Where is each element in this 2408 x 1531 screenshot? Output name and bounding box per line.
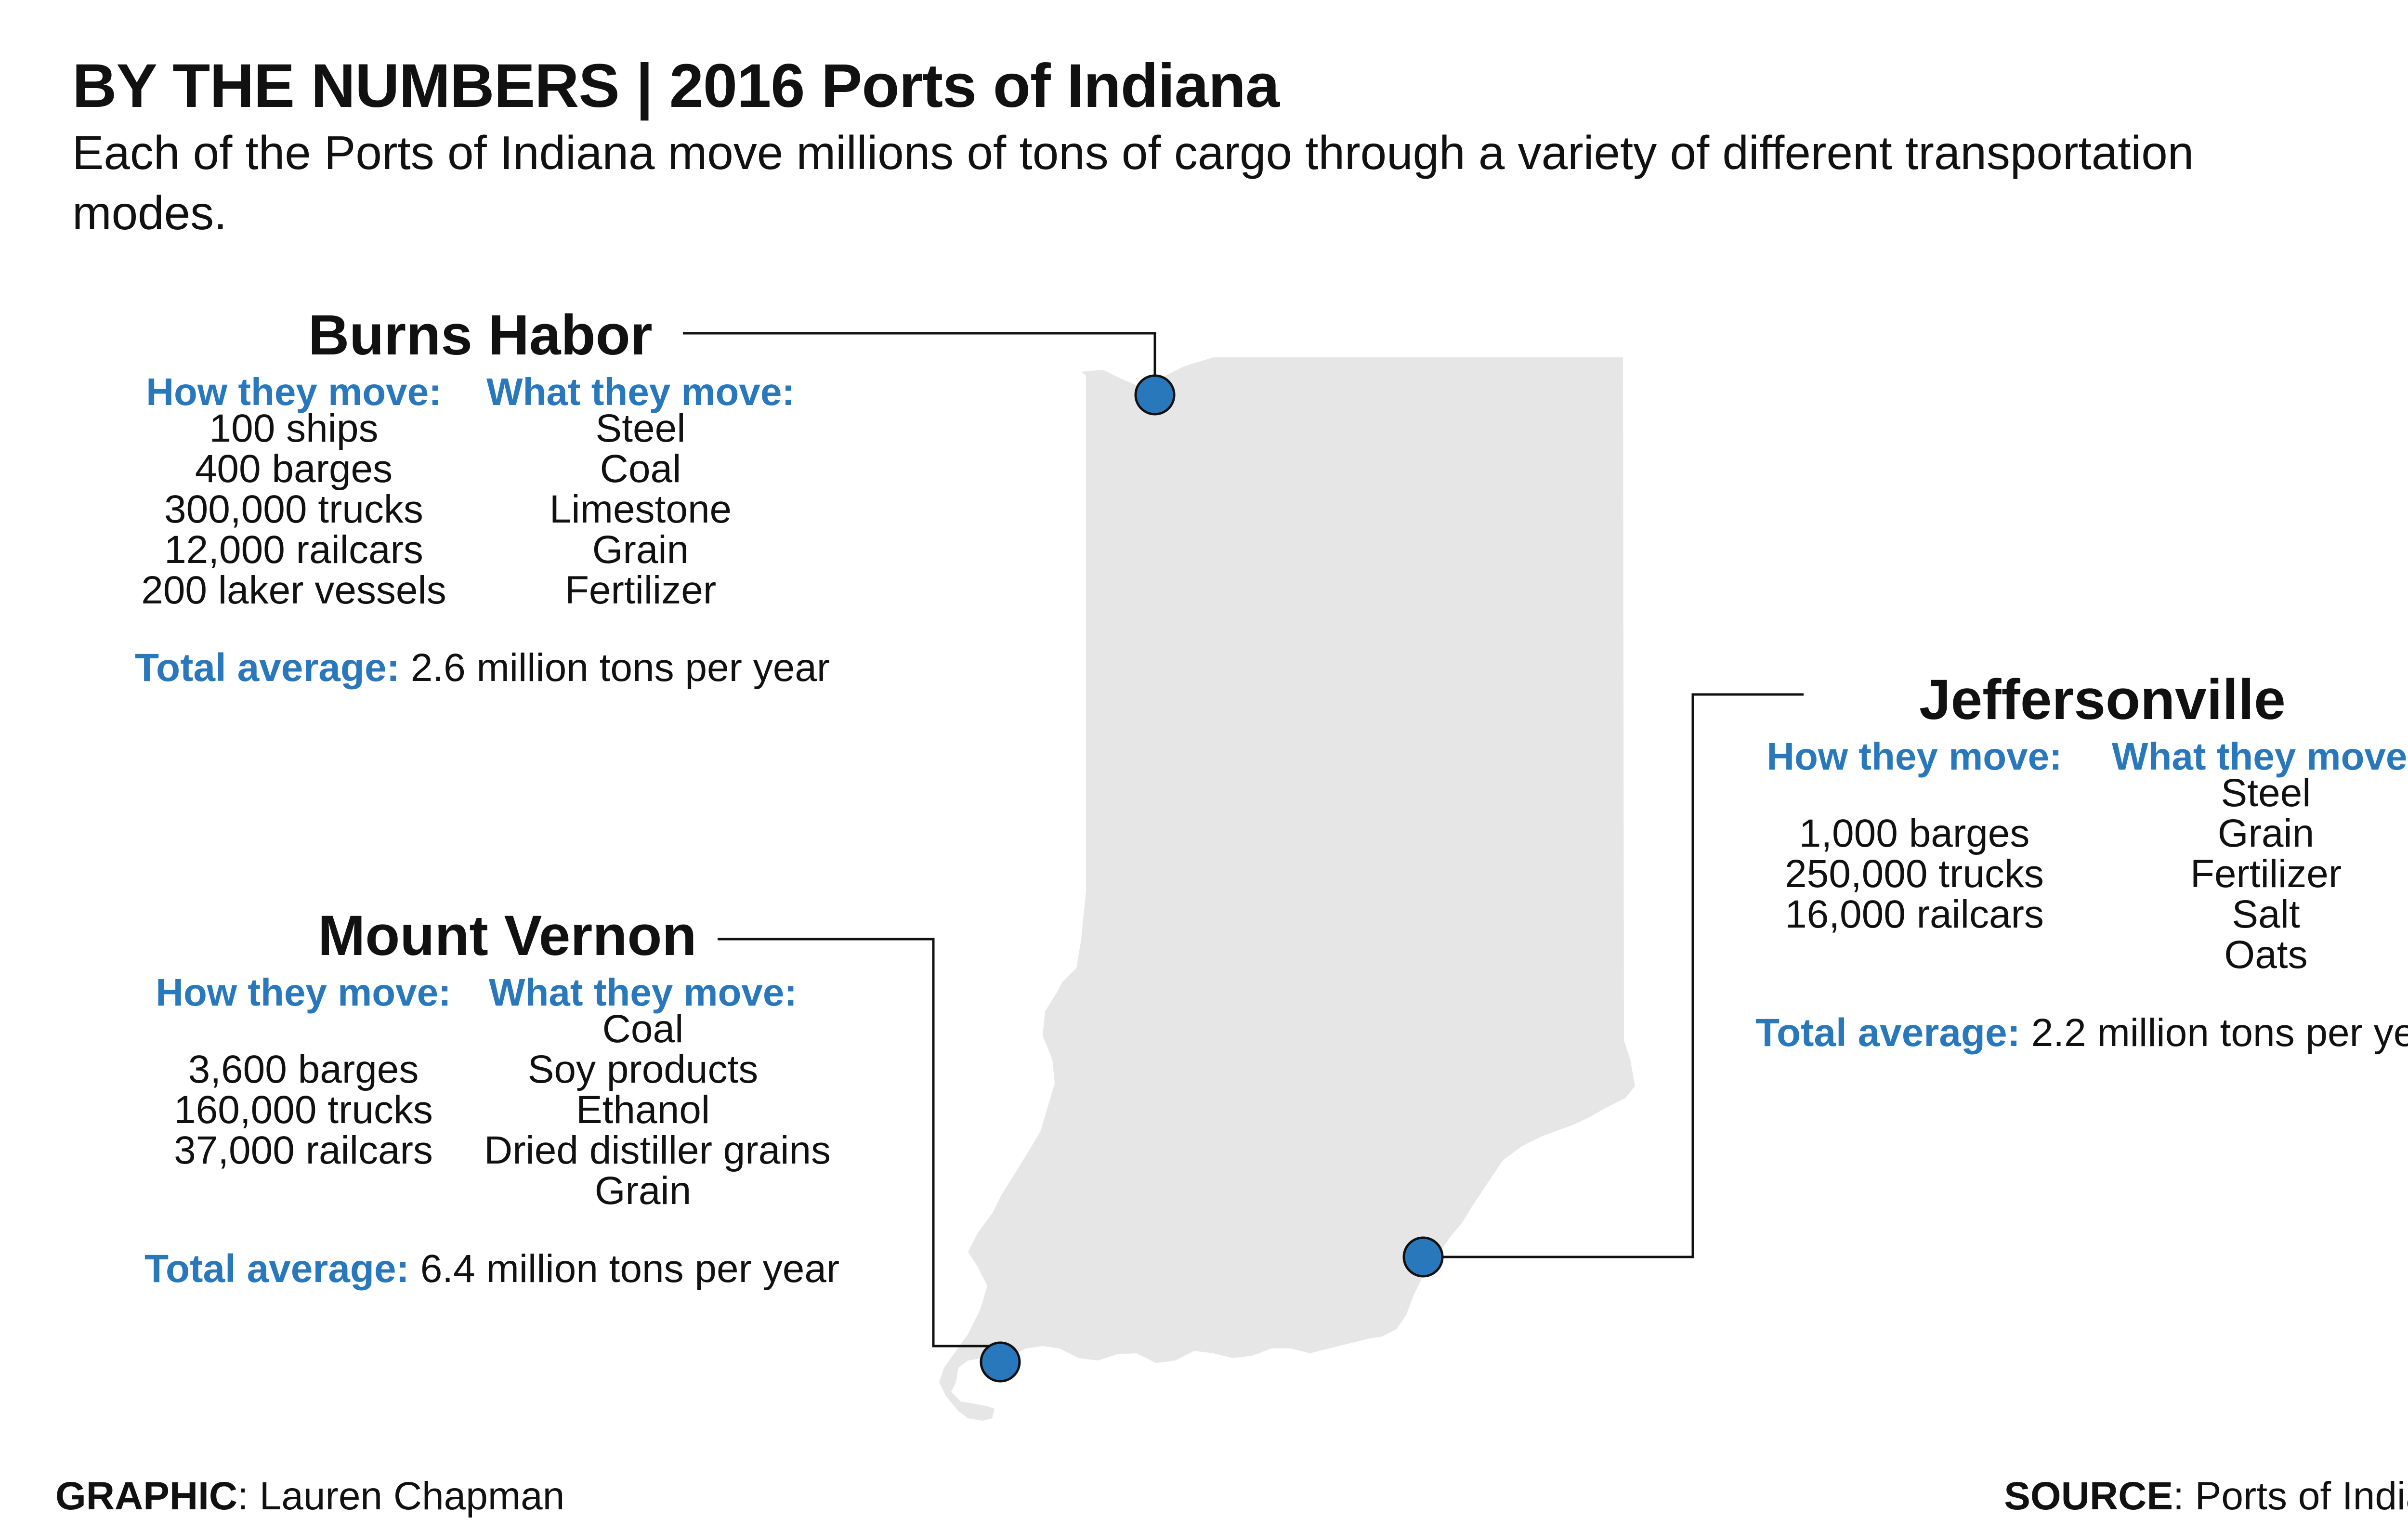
- list-item: [1755, 935, 2073, 975]
- burns-total-value: 2.6 million tons per year: [410, 646, 830, 690]
- list-item: 100 ships: [209, 406, 379, 450]
- jeffersonville-title: Jeffersonville: [1919, 668, 2286, 732]
- page-title: BY THE NUMBERS | 2016 Ports of Indiana: [72, 52, 1280, 120]
- list-item: 300,000 trucks: [164, 487, 423, 531]
- list-item: Coal: [602, 1007, 684, 1051]
- list-item: [144, 1171, 462, 1211]
- indiana-state-shape: [939, 357, 1635, 1421]
- jeffersonville-what-list: Steel Grain Fertilizer Salt Oats: [2107, 771, 2408, 977]
- list-item: Ethanol: [576, 1088, 710, 1132]
- list-item: Grain: [592, 528, 689, 572]
- jeffersonville-total-label: Total average:: [1755, 1011, 2020, 1055]
- page-subtitle: Each of the Ports of Indiana move millio…: [72, 126, 2194, 240]
- jeffersonville-total: Total average: 2.2 million tons per year: [1755, 1010, 2408, 1056]
- list-item: Limestone: [549, 487, 732, 531]
- mount-vernon-total: Total average: 6.4 million tons per year: [144, 1246, 839, 1292]
- list-item: Dried distiller grains: [484, 1128, 831, 1172]
- jeffersonville-leader-line: [1423, 693, 1804, 1258]
- mount-vernon-marker[interactable]: [980, 1341, 1021, 1383]
- list-item: Salt: [2232, 892, 2300, 936]
- list-item: [1755, 773, 2073, 813]
- burns-habor-marker[interactable]: [1134, 374, 1176, 416]
- graphic-credit-label: GRAPHIC: [55, 1474, 238, 1518]
- list-item: [144, 1009, 462, 1049]
- source-credit-value: : Ports of Indiana: [2173, 1474, 2408, 1518]
- graphic-credit-value: : Lauren Chapman: [237, 1474, 565, 1518]
- mount-vernon-total-value: 6.4 million tons per year: [420, 1247, 840, 1291]
- jeffersonville-what-header: What they move:: [2111, 735, 2408, 778]
- list-item: 200 laker vessels: [141, 568, 446, 612]
- list-item: Soy products: [527, 1047, 759, 1091]
- list-item: 16,000 railcars: [1785, 892, 2044, 936]
- list-item: 400 barges: [195, 447, 393, 491]
- source-credit-label: SOURCE: [2004, 1474, 2173, 1518]
- burns-what-header: What they move:: [486, 370, 795, 413]
- jeffersonville-marker[interactable]: [1402, 1236, 1444, 1278]
- list-item: 1,000 barges: [1799, 811, 2030, 855]
- list-item: Oats: [2224, 933, 2308, 977]
- burns-how-list: 100 ships 400 barges 300,000 trucks 12,0…: [135, 408, 453, 611]
- list-item: 160,000 trucks: [174, 1088, 433, 1132]
- mount-vernon-what-header: What they move:: [488, 971, 798, 1014]
- list-item: Grain: [2217, 811, 2315, 855]
- burns-total: Total average: 2.6 million tons per year: [135, 645, 830, 691]
- list-item: Fertilizer: [564, 568, 717, 612]
- list-item: Steel: [595, 406, 686, 450]
- jeffersonville-total-value: 2.2 million tons per year: [2031, 1011, 2408, 1055]
- mount-vernon-how-list: 3,600 barges 160,000 trucks 37,000 railc…: [144, 1009, 462, 1211]
- mount-vernon-what-list: Coal Soy products Ethanol Dried distille…: [484, 1007, 831, 1213]
- mount-vernon-how-header: How they move:: [156, 971, 451, 1014]
- burns-total-label: Total average:: [135, 646, 400, 690]
- list-item: Coal: [600, 447, 681, 491]
- graphic-credit: GRAPHIC: Lauren Chapman: [55, 1474, 564, 1519]
- mount-vernon-total-label: Total average:: [144, 1247, 409, 1291]
- list-item: Grain: [594, 1169, 692, 1213]
- list-item: Fertilizer: [2190, 852, 2342, 896]
- jeffersonville-how-header: How they move:: [1767, 735, 2062, 778]
- jeffersonville-how-list: 1,000 barges 250,000 trucks 16,000 railc…: [1755, 773, 2073, 975]
- burns-how-header: How they move:: [146, 370, 442, 413]
- source-credit: SOURCE: Ports of Indiana: [2004, 1474, 2408, 1519]
- mount-vernon-title: Mount Vernon: [318, 904, 697, 968]
- burns-habor-title: Burns Habor: [308, 303, 653, 367]
- list-item: 3,600 barges: [188, 1047, 419, 1091]
- burns-what-list: Steel Coal Limestone Grain Fertilizer: [482, 408, 799, 611]
- burns-habor-leader-line: [683, 332, 1156, 395]
- list-item: 250,000 trucks: [1785, 852, 2044, 896]
- list-item: 37,000 railcars: [174, 1128, 433, 1172]
- list-item: 12,000 railcars: [164, 528, 423, 572]
- list-item: Steel: [2221, 771, 2311, 815]
